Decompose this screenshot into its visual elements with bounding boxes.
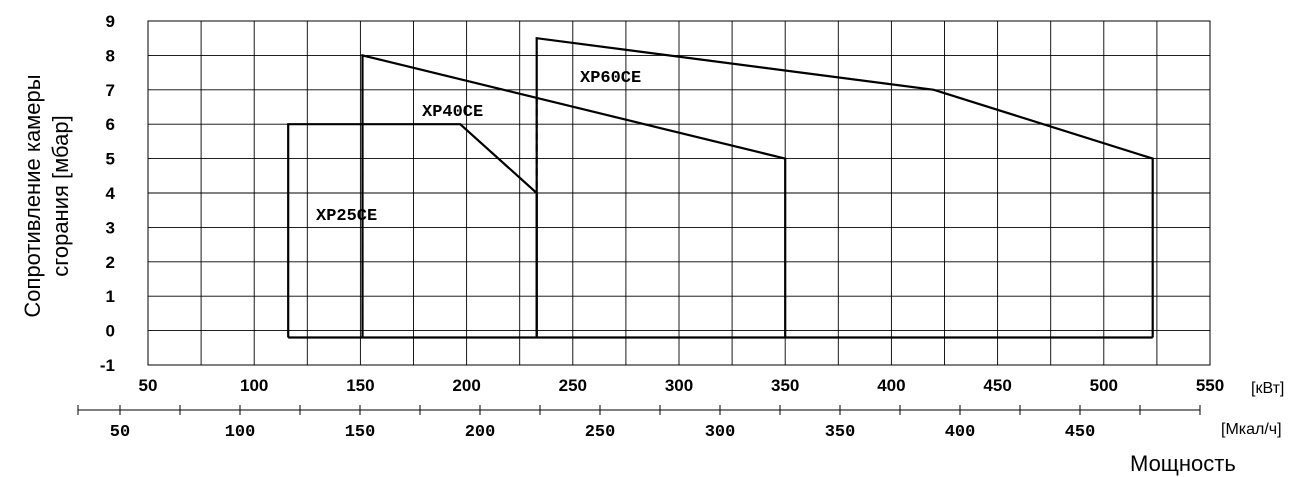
x2-tick-label: 400 [945, 423, 976, 442]
x-tick-label: 250 [559, 376, 587, 395]
x-tick-label: 400 [877, 376, 905, 395]
x2-tick-label: 100 [225, 423, 256, 442]
y-tick-label: 5 [106, 150, 115, 169]
plot-frame [147, 20, 1211, 366]
x-tick-label: 500 [1090, 376, 1118, 395]
x-axis-ticks: 50 100 150 200 250 300 350 400 450 500 550 [139, 376, 1225, 395]
x-tick-label: 50 [139, 376, 158, 395]
series-line-xp25ce [287, 123, 538, 338]
x2-tick-label: 150 [345, 423, 376, 442]
y-tick-label: 9 [106, 12, 115, 31]
secondary-x-axis: 50 100 150 200 250 300 350 400 450 [77, 405, 1201, 442]
y-axis-label-line-1: Сопротивление камеры [20, 74, 45, 317]
y-tick-label: 4 [106, 184, 116, 203]
x-axis-label: Мощность [1130, 451, 1236, 476]
x-tick-label: 150 [346, 376, 374, 395]
series-label-xp60ce: XP60CE [580, 69, 641, 88]
x2-tick-label: 300 [705, 423, 736, 442]
series-label-xp40ce: XP40CE [422, 103, 483, 122]
x2-tick-label: 250 [585, 423, 616, 442]
x2-tick-label: 200 [465, 423, 496, 442]
y-tick-label: 3 [106, 218, 115, 237]
y-tick-label: 8 [106, 46, 115, 65]
x2-axis-unit: [Мкал/ч] [1221, 421, 1282, 438]
x2-tick-label: 450 [1065, 423, 1096, 442]
y-tick-label: 7 [106, 81, 115, 100]
y-axis-ticks: -1 0 1 2 3 4 5 6 7 8 9 [100, 12, 116, 375]
series-group: XP25CE XP40CE XP60CE [287, 36, 1154, 339]
y-tick-label: -1 [100, 356, 115, 375]
y-tick-label: 1 [106, 287, 115, 306]
y-axis-label-line-2: сгорания [мбар] [48, 115, 73, 276]
y-tick-label: 6 [106, 115, 115, 134]
y-tick-label: 2 [106, 253, 115, 272]
x2-tick-label: 50 [110, 423, 130, 442]
grid [147, 20, 1211, 366]
series-line-xp40ce [361, 53, 787, 338]
x-tick-label: 200 [452, 376, 480, 395]
y-tick-label: 0 [106, 322, 115, 341]
x-tick-label: 300 [665, 376, 693, 395]
x-tick-label: 550 [1196, 376, 1224, 395]
x-axis-unit: [кВт] [1251, 380, 1284, 397]
x2-tick-label: 350 [825, 423, 856, 442]
x-tick-label: 450 [983, 376, 1011, 395]
series-label-xp25ce: XP25CE [316, 207, 377, 226]
x-tick-label: 100 [240, 376, 268, 395]
x-tick-label: 350 [771, 376, 799, 395]
